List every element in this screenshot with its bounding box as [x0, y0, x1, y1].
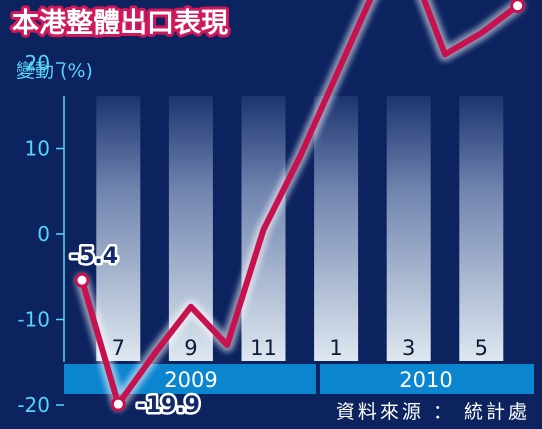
y-tick-label: -10 — [17, 308, 50, 332]
data-label: -19.9 — [137, 393, 200, 418]
data-labels: -5.4-19.932.126.7 — [67, 0, 526, 421]
source-note: 資料來源 ： 統計處 — [336, 401, 530, 423]
y-tick-label: 20 — [25, 51, 50, 75]
x-tick-label: 11 — [250, 336, 277, 360]
data-point-marker — [510, 0, 526, 14]
y-tick-label: 10 — [25, 137, 50, 161]
x-tick-label: 7 — [112, 336, 125, 360]
x-tick-label: 5 — [475, 336, 488, 360]
x-tick-label: 9 — [184, 336, 197, 360]
series-line-path — [79, 0, 521, 408]
x-tick-label: 1 — [329, 336, 342, 360]
y-tick-label: 0 — [37, 222, 50, 246]
series-line-glow — [75, 0, 525, 412]
x-tick-label: 3 — [402, 336, 415, 360]
data-point-marker — [74, 272, 90, 288]
data-label: -5.4 — [70, 244, 118, 269]
data-point-marker — [110, 396, 126, 412]
y-axis-label: 變動 (%) — [16, 60, 93, 82]
series-line — [75, 0, 525, 412]
year-label: 2010 — [399, 368, 452, 392]
year-band-2010 — [319, 364, 534, 394]
column-bars: 7 9 11 1 3 5 — [96, 96, 504, 361]
chart-title: 本港整體出口表現 — [12, 8, 228, 39]
column-bar — [314, 96, 359, 361]
year-label: 2009 — [164, 368, 217, 392]
column-bar — [96, 96, 141, 361]
column-bar — [459, 96, 504, 361]
y-tick-label: -20 — [17, 393, 50, 417]
column-bar — [386, 96, 431, 361]
y-axis: -20-100102030 — [17, 51, 65, 417]
